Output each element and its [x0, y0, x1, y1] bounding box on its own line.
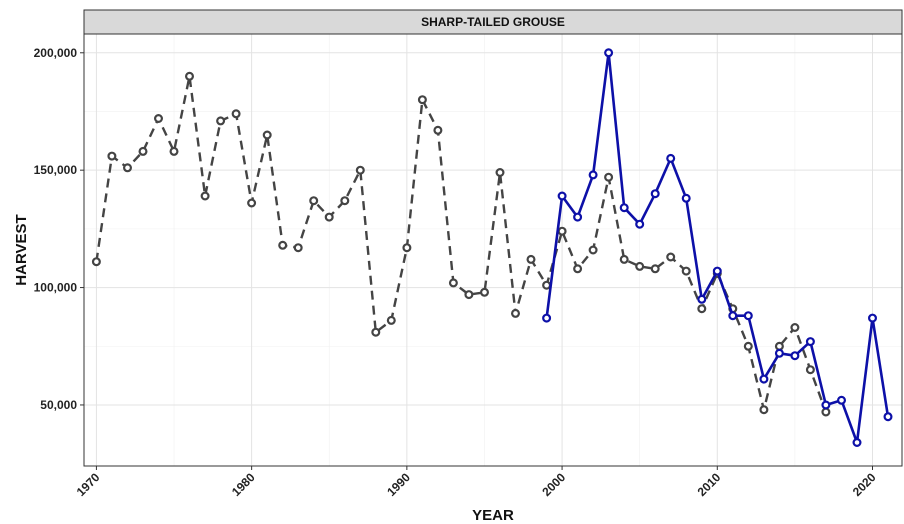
- series-2-point: [573, 212, 583, 222]
- series-2-point: [743, 311, 753, 321]
- series-1-point: [805, 365, 815, 375]
- series-1-point: [324, 212, 334, 222]
- series-1-point: [402, 243, 412, 253]
- series-line-1: [95, 75, 828, 413]
- series-1-point: [635, 261, 645, 271]
- facet-strip: [83, 9, 903, 35]
- series-1-point: [169, 146, 179, 156]
- series: [91, 48, 893, 448]
- series-2-point: [542, 313, 552, 323]
- series-1-point: [790, 323, 800, 333]
- series-1-point: [526, 254, 536, 264]
- series-1-point: [231, 109, 241, 119]
- y-tick-label: 100,000: [34, 281, 78, 295]
- x-tick-label: 1970: [74, 470, 103, 499]
- y-tick-label: 150,000: [34, 163, 78, 177]
- x-tick-label: 1980: [229, 470, 258, 499]
- series-2-point: [883, 412, 893, 422]
- x-tick-label: 1990: [384, 470, 413, 499]
- series-1-point: [495, 168, 505, 178]
- series-1-point: [293, 243, 303, 253]
- series-1-point: [340, 196, 350, 206]
- series-1-point: [650, 264, 660, 274]
- series-2-point: [867, 313, 877, 323]
- series-2-point: [712, 266, 722, 276]
- series-1-point: [604, 172, 614, 182]
- y-axis-title: HARVEST: [13, 214, 30, 285]
- series-2-point: [650, 189, 660, 199]
- series-1-point: [247, 198, 257, 208]
- series-1-point: [433, 125, 443, 135]
- series-1-point: [262, 130, 272, 140]
- series-1-point: [91, 257, 101, 267]
- series-1-point: [821, 407, 831, 417]
- series-1-point: [107, 151, 117, 161]
- series-2-point: [697, 294, 707, 304]
- series-2-point: [619, 203, 629, 213]
- series-1-point: [122, 163, 132, 173]
- y-tick-label: 50,000: [40, 398, 77, 412]
- series-1-point: [448, 278, 458, 288]
- series-1-point: [216, 116, 226, 126]
- series-1-point: [697, 304, 707, 314]
- series-1-point: [154, 113, 164, 123]
- series-2-point: [681, 193, 691, 203]
- series-1-point: [510, 308, 520, 318]
- series-2-point: [759, 374, 769, 384]
- series-1-point: [774, 341, 784, 351]
- grid-lines: [84, 34, 902, 466]
- y-tick-label: 200,000: [34, 46, 78, 60]
- series-1-point: [619, 254, 629, 264]
- series-1-point: [759, 405, 769, 415]
- series-2-point: [790, 351, 800, 361]
- series-2-point: [588, 170, 598, 180]
- series-2-point: [666, 153, 676, 163]
- series-2-point: [728, 311, 738, 321]
- series-2-point: [805, 337, 815, 347]
- series-1-point: [185, 71, 195, 81]
- series-1-point: [386, 315, 396, 325]
- series-1-point: [138, 146, 148, 156]
- x-tick-label: 2000: [539, 470, 568, 499]
- x-tick-label: 2020: [850, 470, 879, 499]
- series-1-point: [371, 327, 381, 337]
- series-1-point: [417, 95, 427, 105]
- series-1-point: [681, 266, 691, 276]
- series-1-point: [743, 341, 753, 351]
- series-1-point: [278, 240, 288, 250]
- panel-background: [84, 34, 902, 466]
- series-2-point: [557, 191, 567, 201]
- chart-title: SHARP-TAILED GROUSE: [421, 15, 565, 29]
- series-2-point: [852, 438, 862, 448]
- series-2-point: [774, 348, 784, 358]
- series-2-point: [821, 400, 831, 410]
- series-2-point: [604, 48, 614, 58]
- series-1-point: [573, 264, 583, 274]
- series-1-point: [588, 245, 598, 255]
- series-2-point: [836, 395, 846, 405]
- series-1-point: [480, 287, 490, 297]
- series-2-point: [635, 219, 645, 229]
- series-1-point: [355, 165, 365, 175]
- series-1-point: [200, 191, 210, 201]
- x-axis-title: YEAR: [472, 507, 514, 524]
- axes: 50,000 100,000 150,000 200,000 1970 1980 1990 2…: [34, 46, 879, 499]
- series-1-point: [666, 252, 676, 262]
- series-1-point: [464, 290, 474, 300]
- series-1-point: [542, 280, 552, 290]
- series-1-point: [309, 196, 319, 206]
- x-tick-label: 2010: [695, 470, 724, 499]
- series-1-point: [557, 226, 567, 236]
